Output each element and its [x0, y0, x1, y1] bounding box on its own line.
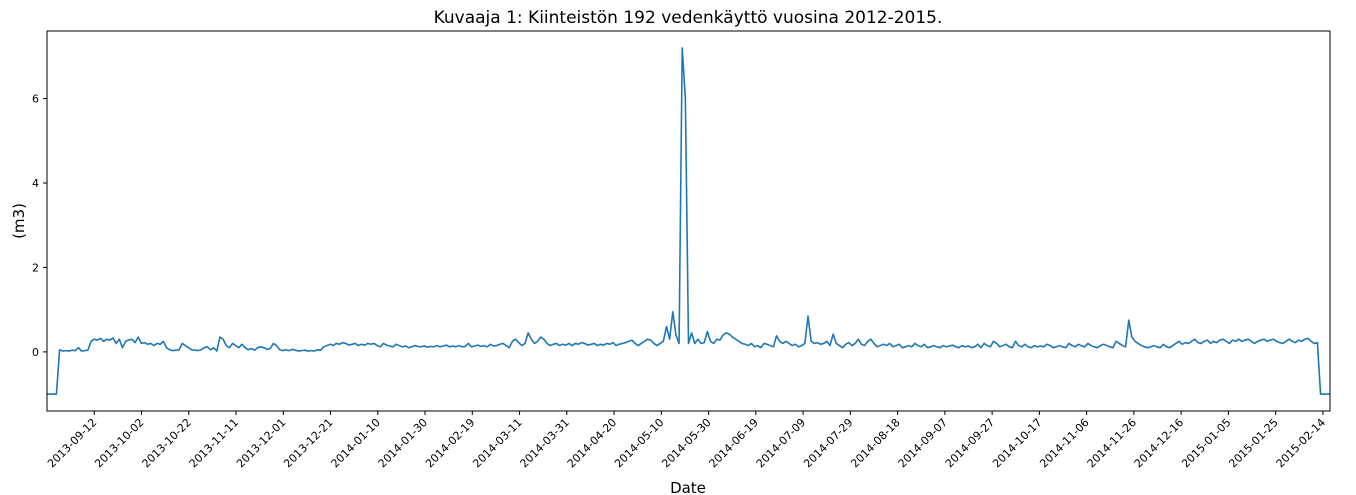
x-tick-label: 2013-10-22: [140, 416, 194, 470]
y-axis-label: (m3): [10, 203, 28, 239]
x-tick-label: 2013-12-01: [234, 416, 288, 470]
x-tick-label: 2013-12-21: [281, 416, 335, 470]
x-tick-label: 2013-09-12: [45, 416, 99, 470]
x-axis-label: Date: [670, 479, 706, 495]
plot-area: [47, 47, 1330, 395]
y-tick-label: 2: [32, 261, 39, 274]
x-tick-label: 2013-11-11: [187, 416, 241, 470]
x-tick-label: 2014-03-11: [470, 416, 524, 470]
x-tick-label: 2014-09-27: [943, 416, 997, 470]
x-tick-label: 2014-05-30: [659, 416, 713, 470]
plot-frame: [46, 30, 1331, 412]
x-tick-label: 2013-10-02: [92, 416, 146, 470]
x-tick-label: 2014-08-18: [848, 416, 902, 470]
x-tick-label: 2014-04-20: [565, 416, 619, 470]
y-tick-label: 4: [32, 177, 39, 190]
x-tick-label: 2014-07-09: [754, 416, 808, 470]
x-tick-label: 2014-11-06: [1037, 416, 1091, 470]
x-tick-label: 2014-10-17: [990, 416, 1044, 470]
y-tick-label: 6: [32, 93, 39, 106]
y-axis: 0 2 4 6: [32, 93, 47, 359]
chart-title: Kuvaaja 1: Kiinteistön 192 vedenkäyttö v…: [434, 8, 943, 28]
x-tick-label: 2014-02-19: [423, 416, 477, 470]
x-tick-label: 2015-01-05: [1179, 416, 1233, 470]
x-tick-label: 2014-07-29: [801, 416, 855, 470]
x-tick-label: 2014-01-30: [376, 416, 430, 470]
series-line-0: [47, 47, 1330, 395]
x-tick-label: 2014-03-31: [518, 416, 572, 470]
x-tick-label: 2014-01-10: [329, 416, 383, 470]
y-tick-label: 0: [32, 346, 39, 359]
x-tick-label: 2014-09-07: [896, 416, 950, 470]
x-tick-label: 2014-05-10: [612, 416, 666, 470]
x-tick-label: 2014-06-19: [707, 416, 761, 470]
x-axis: 2013-09-122013-10-022013-10-222013-11-11…: [45, 411, 1328, 470]
x-tick-label: 2014-11-26: [1085, 416, 1139, 470]
x-tick-label: 2015-02-14: [1274, 416, 1328, 470]
x-tick-label: 2014-12-16: [1132, 416, 1186, 470]
x-tick-label: 2015-01-25: [1226, 416, 1280, 470]
